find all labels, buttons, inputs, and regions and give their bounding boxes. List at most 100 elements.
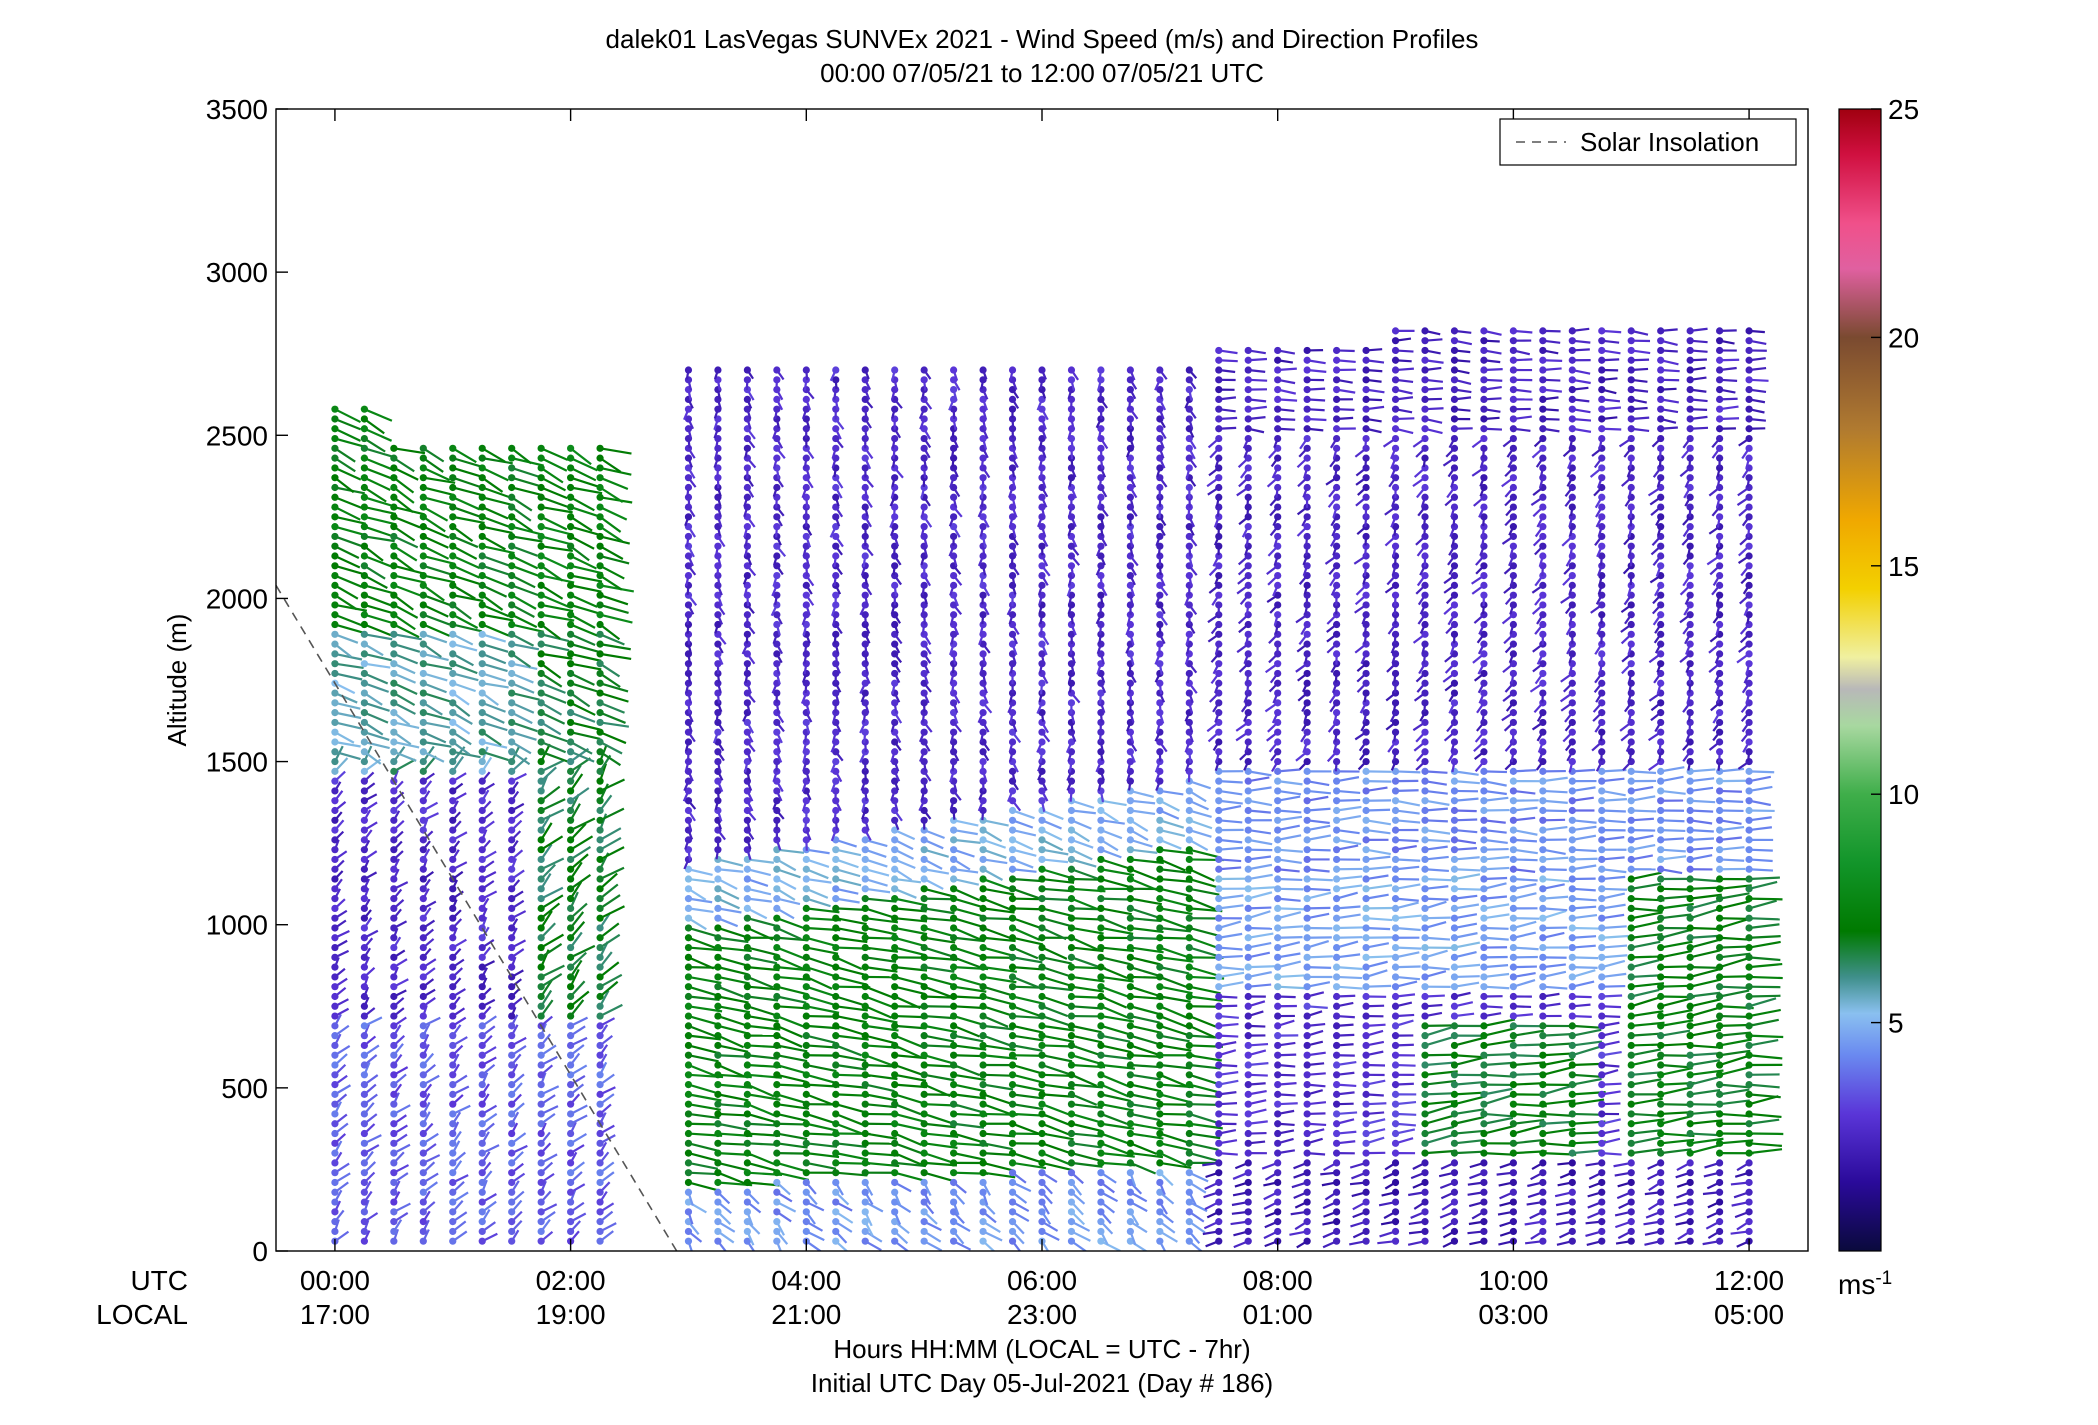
wind-barb-dot [1008, 1139, 1017, 1147]
wind-barb [1071, 809, 1096, 815]
wind-barb-dot [1038, 846, 1046, 854]
wind-barb-dot [1038, 1110, 1046, 1118]
wind-barb [953, 887, 981, 902]
wind-barb [1041, 877, 1075, 884]
wind-barb-dot [567, 914, 575, 922]
wind-barb-dot [478, 983, 486, 991]
wind-barb-dot [684, 1149, 693, 1157]
wind-barb-dot [537, 1110, 545, 1118]
wind-barb [540, 623, 561, 640]
wind-barb-dot [861, 1100, 869, 1108]
wind-barb-dot [537, 571, 545, 580]
wind-barb-dot [891, 1022, 899, 1030]
wind-barb-dot [596, 1022, 604, 1030]
wind-barb-dot [1067, 1100, 1076, 1108]
wind-barb-dot [508, 1051, 516, 1059]
wind-barb [599, 866, 625, 881]
wind-barb-dot [861, 846, 869, 854]
wind-barb-dot [331, 836, 339, 844]
wind-barb-dot [537, 738, 545, 746]
wind-barb-dot [950, 904, 958, 913]
wind-barb-dot [684, 934, 693, 942]
wind-barb-dot [419, 787, 427, 795]
wind-barb [334, 672, 363, 681]
wind-barb-dot [360, 1090, 368, 1098]
wind-barb-dot [1038, 1218, 1046, 1226]
wind-barb-dot [1038, 444, 1046, 452]
wind-barb-dot [449, 1061, 457, 1069]
wind-barb [511, 741, 532, 755]
wind-barb [363, 672, 389, 685]
wind-barb-dot [360, 513, 368, 521]
wind-barb [746, 1103, 776, 1117]
wind-barb [393, 584, 423, 598]
wind-barb [835, 956, 863, 971]
wind-barb-dot [508, 1159, 516, 1167]
wind-barb-dot [979, 1071, 987, 1079]
wind-barb-dot [773, 914, 781, 922]
wind-barb-dot [950, 1100, 958, 1108]
wind-barb-dot [419, 1237, 427, 1245]
wind-barb-dot [478, 895, 486, 903]
wind-barb-dot [1156, 983, 1164, 991]
wind-barb [776, 985, 808, 996]
wind-barb-dot [1008, 1022, 1017, 1030]
wind-barb-dot [1185, 1218, 1193, 1226]
wind-barb [422, 584, 445, 602]
wind-barb-dot [743, 523, 751, 531]
wind-barb-dot [449, 601, 457, 609]
wind-barb-dot [596, 611, 604, 619]
wind-barb-dot [684, 1120, 693, 1128]
wind-barb-dot [743, 405, 751, 413]
wind-barb [540, 750, 568, 763]
wind-barb [1041, 848, 1069, 856]
wind-barb-dot [1126, 992, 1134, 1001]
wind-barb-dot [773, 395, 781, 403]
wind-barb-dot [920, 983, 928, 991]
wind-barb-dot [861, 777, 869, 785]
wind-barb-dot [567, 1149, 575, 1157]
wind-barb-dot [1156, 1139, 1164, 1147]
wind-barb [1041, 946, 1068, 960]
wind-barb [511, 535, 543, 543]
wind-barb [570, 555, 597, 570]
wind-barb-dot [861, 1149, 869, 1157]
wind-barb-dot [802, 973, 810, 981]
wind-barb [481, 564, 510, 576]
wind-barb-dot [331, 1051, 339, 1059]
wind-barb [540, 886, 564, 900]
wind-barb-dot [1067, 1022, 1076, 1030]
wind-barb [481, 584, 508, 598]
wind-barb-dot [449, 757, 457, 766]
wind-barb [599, 750, 622, 767]
wind-barb-dot [684, 1188, 693, 1196]
wind-barb-dot [1097, 1022, 1105, 1030]
wind-barb [1188, 1073, 1218, 1085]
wind-barb-dot [979, 718, 987, 727]
wind-barb-dot [861, 464, 869, 472]
wind-barb-dot [802, 1032, 810, 1040]
wind-barb-dot [1067, 1012, 1076, 1020]
wind-barb-dot [832, 895, 840, 903]
wind-barb-dot [743, 571, 751, 580]
wind-barb-dot [684, 1100, 693, 1108]
wind-barb [363, 427, 393, 442]
wind-barb-dot [1067, 1198, 1076, 1206]
wind-barb-dot [1215, 1169, 1223, 1177]
wind-barb-dot [537, 826, 545, 834]
wind-barb-dot [1215, 777, 1223, 785]
wind-barb [953, 1132, 983, 1144]
wind-barb-dot [596, 1218, 604, 1226]
wind-barb-dot [979, 699, 987, 707]
wind-barb-dot [1185, 669, 1193, 678]
wind-barb-dot [596, 1110, 604, 1118]
wind-barb-dot [537, 1061, 545, 1069]
wind-barb [865, 1073, 898, 1081]
wind-barb [540, 701, 563, 716]
wind-barb [894, 975, 926, 986]
wind-barb-dot [743, 1012, 751, 1020]
wind-barb [1100, 1112, 1128, 1125]
wind-barb-dot [449, 1178, 457, 1187]
wind-barb-dot [861, 679, 869, 687]
wind-barb-dot [419, 1129, 427, 1138]
